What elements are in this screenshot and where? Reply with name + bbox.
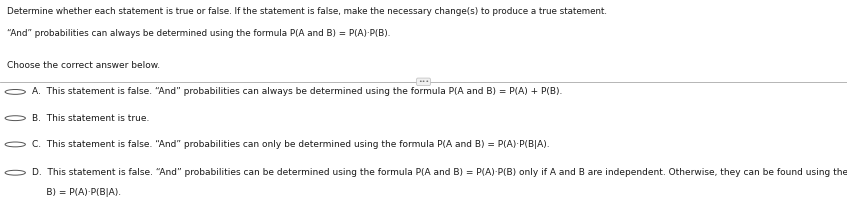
- Text: Choose the correct answer below.: Choose the correct answer below.: [7, 61, 160, 70]
- Text: •••: •••: [418, 79, 429, 84]
- Text: Determine whether each statement is true or false. If the statement is false, ma: Determine whether each statement is true…: [7, 7, 606, 16]
- Text: B.  This statement is true.: B. This statement is true.: [32, 114, 150, 123]
- Text: C.  This statement is false. “And” probabilities can only be determined using th: C. This statement is false. “And” probab…: [32, 140, 550, 149]
- Text: D.  This statement is false. “And” probabilities can be determined using the for: D. This statement is false. “And” probab…: [32, 168, 847, 177]
- Text: “And” probabilities can always be determined using the formula P(A and B) = P(A): “And” probabilities can always be determ…: [7, 29, 390, 38]
- Text: A.  This statement is false. “And” probabilities can always be determined using : A. This statement is false. “And” probab…: [32, 87, 562, 96]
- Text: B) = P(A)·P(B|A).: B) = P(A)·P(B|A).: [32, 188, 121, 197]
